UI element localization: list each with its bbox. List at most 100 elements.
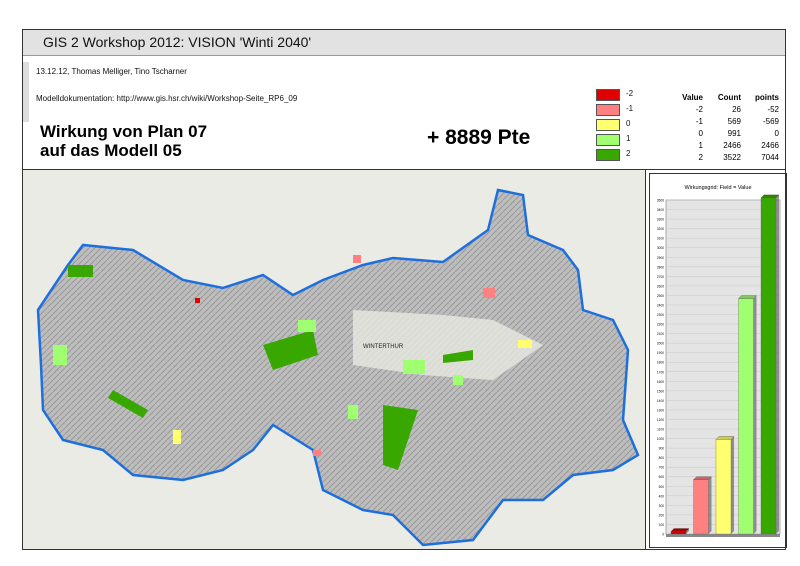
legend-swatch bbox=[596, 149, 620, 161]
y-tick-label: 3500 bbox=[657, 199, 664, 203]
table-cell: 0 bbox=[774, 129, 779, 138]
urban-area bbox=[353, 310, 543, 380]
table-cell: -2 bbox=[695, 105, 703, 114]
y-tick-label: 3300 bbox=[657, 218, 664, 222]
y-tick-label: 1800 bbox=[657, 361, 664, 365]
bar-0 bbox=[715, 439, 732, 535]
y-tick-label: 2400 bbox=[657, 303, 664, 307]
bar-top bbox=[738, 295, 757, 299]
y-tick-label: 2700 bbox=[657, 275, 664, 279]
y-tick-label: 600 bbox=[659, 475, 665, 479]
legend-label: -2 bbox=[626, 89, 634, 98]
y-tick-label: 400 bbox=[659, 494, 665, 498]
y-tick-label: 1000 bbox=[657, 437, 664, 441]
y-tick-label: 300 bbox=[659, 504, 665, 508]
table-row: 1 2466 2466 bbox=[663, 140, 779, 152]
bar-side bbox=[708, 476, 712, 534]
bar-top bbox=[715, 436, 735, 440]
map-view[interactable]: WINTERTHUR bbox=[23, 170, 646, 549]
legend-label: 1 bbox=[626, 134, 631, 143]
map-svg: WINTERTHUR bbox=[23, 170, 645, 549]
table-cell: 0 bbox=[698, 129, 703, 138]
town-label: WINTERTHUR bbox=[363, 344, 404, 350]
table-row: 2 3522 7044 bbox=[663, 152, 779, 164]
bar-side bbox=[753, 295, 757, 534]
col-header: Count bbox=[717, 93, 741, 102]
y-tick-label: 800 bbox=[659, 456, 665, 460]
y-tick-label: 200 bbox=[659, 513, 665, 517]
y-tick-label: 3000 bbox=[657, 246, 664, 250]
points-total: + 8889 Pte bbox=[427, 126, 531, 149]
bar-2 bbox=[760, 197, 777, 535]
table-cell: -569 bbox=[762, 117, 779, 126]
table-cell: 2466 bbox=[723, 141, 741, 150]
y-tick-label: 3400 bbox=[657, 208, 664, 212]
y-tick-label: 2200 bbox=[657, 323, 664, 327]
y-tick-label: 500 bbox=[659, 485, 665, 489]
legend-swatch bbox=[596, 134, 620, 146]
table-row: -1 569 -569 bbox=[663, 116, 779, 128]
bar-side bbox=[686, 528, 689, 534]
stats-table: Value Count points -2 26 -52 -1 569 -569 0 991 0 1 2… bbox=[663, 92, 779, 164]
doc-link[interactable]: Modelldokumentation: http://www.gis.hsr.… bbox=[36, 94, 298, 103]
legend-swatch bbox=[596, 89, 620, 101]
table-cell: 2466 bbox=[761, 141, 779, 150]
title-bar: GIS 2 Workshop 2012: VISION 'Winti 2040' bbox=[23, 30, 785, 56]
y-tick-label: 1100 bbox=[657, 428, 664, 432]
bar-side bbox=[731, 436, 734, 534]
bar-side bbox=[776, 194, 779, 534]
y-tick-label: 2600 bbox=[657, 284, 664, 288]
legend-label: 2 bbox=[626, 149, 631, 158]
table-row: 0 991 0 bbox=[663, 128, 779, 140]
y-tick-label: 2500 bbox=[657, 294, 664, 298]
authors: 13.12.12, Thomas Melliger, Tino Tscharne… bbox=[36, 67, 187, 76]
impact-patches bbox=[53, 255, 532, 470]
info-panel: 13.12.12, Thomas Melliger, Tino Tscharne… bbox=[23, 56, 785, 170]
y-tick-label: 2300 bbox=[657, 313, 664, 317]
y-tick-label: 2900 bbox=[657, 256, 664, 260]
y-tick-label: 700 bbox=[659, 466, 665, 470]
chart-panel: Wirkungsgrid: Field = Value 0 100 200 300 400… bbox=[649, 173, 787, 548]
heading-1: Wirkung von Plan 07 bbox=[40, 122, 208, 141]
table-cell: 991 bbox=[727, 129, 741, 138]
y-tick-label: 2800 bbox=[657, 265, 664, 269]
y-tick-label: 3200 bbox=[657, 227, 664, 231]
layout-frame: GIS 2 Workshop 2012: VISION 'Winti 2040'… bbox=[22, 29, 787, 550]
col-header: Value bbox=[682, 93, 703, 102]
legend-label: -1 bbox=[626, 104, 634, 113]
bar-top bbox=[670, 528, 690, 532]
bar-top bbox=[760, 194, 780, 199]
table-row: -2 26 -52 bbox=[663, 104, 779, 116]
y-tick-label: 1700 bbox=[657, 370, 664, 374]
y-tick-label: 2000 bbox=[657, 342, 664, 346]
legend-swatch bbox=[596, 119, 620, 131]
chart-title: Wirkungsgrid: Field = Value bbox=[685, 185, 752, 191]
table-cell: 2 bbox=[698, 153, 703, 162]
heading-2: auf das Modell 05 bbox=[40, 141, 182, 160]
y-tick-label: 1300 bbox=[657, 408, 664, 412]
legend-label: 0 bbox=[626, 119, 631, 128]
y-tick-label: 900 bbox=[659, 447, 665, 451]
y-tick-label: 2100 bbox=[657, 332, 664, 336]
y-tick-label: 1900 bbox=[657, 351, 664, 355]
y-tick-label: 1400 bbox=[657, 399, 664, 403]
table-cell: -52 bbox=[767, 105, 779, 114]
chart-floor bbox=[666, 534, 780, 537]
table-cell: -1 bbox=[695, 117, 703, 126]
bar--1 bbox=[693, 479, 709, 535]
table-cell: 3522 bbox=[723, 153, 741, 162]
divider bbox=[23, 62, 29, 122]
col-header: points bbox=[755, 93, 779, 102]
bar-chart: Wirkungsgrid: Field = Value 0 100 200 300 400… bbox=[657, 185, 781, 537]
y-tick-label: 1600 bbox=[657, 380, 664, 384]
y-tick-label: 1500 bbox=[657, 389, 664, 393]
municipal-boundary bbox=[36, 188, 640, 547]
table-cell: 1 bbox=[698, 141, 703, 150]
legend-swatch bbox=[596, 104, 620, 116]
y-tick-label: 3100 bbox=[657, 237, 664, 241]
bar-top bbox=[693, 476, 712, 480]
table-cell: 569 bbox=[727, 117, 741, 126]
y-tick-label: 1200 bbox=[657, 418, 664, 422]
y-tick-label: 0 bbox=[662, 533, 664, 537]
table-cell: 26 bbox=[732, 105, 741, 114]
